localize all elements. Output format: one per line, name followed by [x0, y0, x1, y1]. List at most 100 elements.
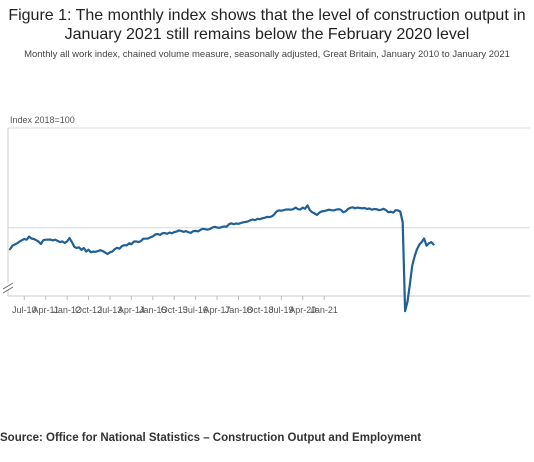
- data-point: [149, 236, 151, 238]
- x-tick-label: Jul-16: [183, 305, 208, 315]
- data-point: [342, 211, 344, 213]
- data-point: [42, 239, 44, 241]
- data-point: [385, 209, 387, 211]
- data-point: [366, 208, 368, 210]
- data-point: [133, 241, 135, 243]
- data-point: [399, 211, 401, 213]
- data-point: [123, 244, 125, 246]
- data-point: [57, 240, 59, 242]
- series-line: [8, 204, 435, 313]
- data-point: [333, 209, 335, 211]
- data-point: [54, 239, 56, 241]
- data-point: [397, 209, 399, 211]
- data-point: [221, 226, 223, 228]
- data-point: [121, 245, 123, 247]
- x-tick-label: Jul-13: [98, 305, 123, 315]
- data-point: [147, 238, 149, 240]
- data-point: [416, 248, 418, 250]
- data-point: [392, 212, 394, 214]
- data-point: [50, 239, 52, 241]
- x-tick-label: Oct-12: [75, 305, 102, 315]
- data-point: [23, 238, 25, 240]
- data-point: [259, 218, 261, 220]
- data-point: [19, 241, 21, 243]
- data-point: [340, 209, 342, 211]
- data-point: [230, 222, 232, 224]
- data-point: [316, 214, 318, 216]
- data-point: [233, 223, 235, 225]
- data-point: [426, 245, 428, 247]
- data-point: [59, 241, 61, 243]
- data-point: [304, 208, 306, 210]
- data-point: [157, 233, 159, 235]
- data-point: [47, 239, 49, 241]
- data-point: [318, 212, 320, 214]
- data-point: [395, 209, 397, 211]
- data-point: [183, 231, 185, 233]
- line-chart: Jul-10Apr-11Jan-12Oct-12Jul-13Apr-14Jan-…: [2, 127, 530, 315]
- data-point: [264, 217, 266, 219]
- data-point: [414, 255, 416, 257]
- data-point: [209, 228, 211, 230]
- data-point: [276, 210, 278, 212]
- data-point: [88, 249, 90, 251]
- data-point: [180, 230, 182, 232]
- data-point: [140, 240, 142, 242]
- x-tick-label: Apr-20: [289, 305, 316, 315]
- data-point: [402, 221, 404, 223]
- data-point: [349, 207, 351, 209]
- data-point: [80, 249, 82, 251]
- data-point: [64, 242, 66, 244]
- data-point: [337, 208, 339, 210]
- data-point: [421, 241, 423, 243]
- data-point: [190, 232, 192, 234]
- data-point: [254, 219, 256, 221]
- data-point: [154, 234, 156, 236]
- data-point: [9, 248, 11, 250]
- data-point: [176, 231, 178, 233]
- data-point: [430, 241, 432, 243]
- data-point: [35, 239, 37, 241]
- data-point: [28, 236, 30, 238]
- data-point: [119, 248, 121, 250]
- data-point: [142, 238, 144, 240]
- data-point: [302, 207, 304, 209]
- data-point: [328, 209, 330, 211]
- data-point: [66, 240, 68, 242]
- data-point: [214, 226, 216, 228]
- data-point: [409, 284, 411, 286]
- data-point: [97, 250, 99, 252]
- data-point: [114, 248, 116, 250]
- data-point: [297, 208, 299, 210]
- data-point: [173, 231, 175, 233]
- data-point: [228, 223, 230, 225]
- data-point: [11, 245, 13, 247]
- data-point: [285, 209, 287, 211]
- data-point: [364, 207, 366, 209]
- x-tick-label: Oct-18: [246, 305, 273, 315]
- data-point: [330, 209, 332, 211]
- data-point: [218, 227, 220, 229]
- data-point: [326, 209, 328, 211]
- data-point: [371, 209, 373, 211]
- data-point: [290, 209, 292, 211]
- data-point: [309, 209, 311, 211]
- data-point: [295, 207, 297, 209]
- data-point: [428, 242, 430, 244]
- data-point: [383, 208, 385, 210]
- data-point: [83, 247, 85, 249]
- x-tick-label: Jan-21: [310, 305, 338, 315]
- data-point: [354, 207, 356, 209]
- data-point: [314, 213, 316, 215]
- data-point: [299, 209, 301, 211]
- data-point: [418, 244, 420, 246]
- data-point: [192, 230, 194, 232]
- data-point: [242, 221, 244, 223]
- data-point: [111, 251, 113, 253]
- data-point: [261, 217, 263, 219]
- data-point: [130, 243, 132, 245]
- data-point: [240, 222, 242, 224]
- data-point: [323, 210, 325, 212]
- data-point: [152, 235, 154, 237]
- data-point: [407, 301, 409, 303]
